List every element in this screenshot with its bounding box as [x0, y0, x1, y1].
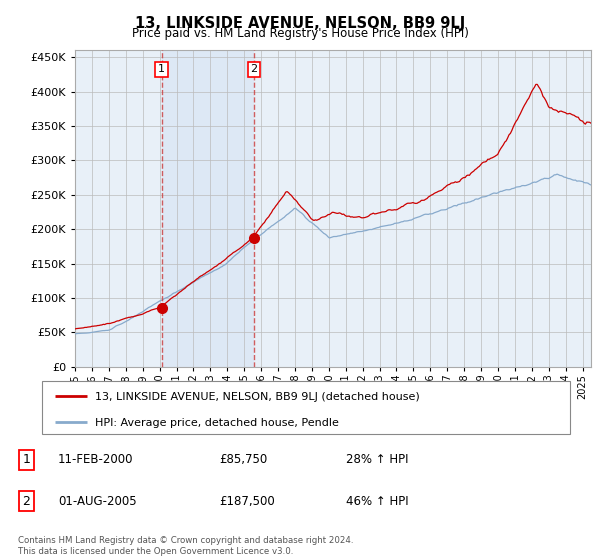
Text: 46% ↑ HPI: 46% ↑ HPI [346, 495, 409, 508]
Text: 01-AUG-2005: 01-AUG-2005 [58, 495, 137, 508]
Text: 13, LINKSIDE AVENUE, NELSON, BB9 9LJ: 13, LINKSIDE AVENUE, NELSON, BB9 9LJ [135, 16, 465, 31]
Text: 11-FEB-2000: 11-FEB-2000 [58, 453, 134, 466]
Text: 28% ↑ HPI: 28% ↑ HPI [346, 453, 409, 466]
Text: £85,750: £85,750 [220, 453, 268, 466]
Text: 2: 2 [22, 495, 31, 508]
Text: Contains HM Land Registry data © Crown copyright and database right 2024.
This d: Contains HM Land Registry data © Crown c… [18, 536, 353, 556]
Text: 1: 1 [158, 64, 165, 74]
Text: 2: 2 [250, 64, 257, 74]
Text: HPI: Average price, detached house, Pendle: HPI: Average price, detached house, Pend… [95, 418, 338, 428]
Bar [161, 50, 254, 367]
Text: Price paid vs. HM Land Registry's House Price Index (HPI): Price paid vs. HM Land Registry's House … [131, 27, 469, 40]
Text: 13, LINKSIDE AVENUE, NELSON, BB9 9LJ (detached house): 13, LINKSIDE AVENUE, NELSON, BB9 9LJ (de… [95, 392, 419, 402]
Text: £187,500: £187,500 [220, 495, 275, 508]
Text: 1: 1 [22, 453, 31, 466]
